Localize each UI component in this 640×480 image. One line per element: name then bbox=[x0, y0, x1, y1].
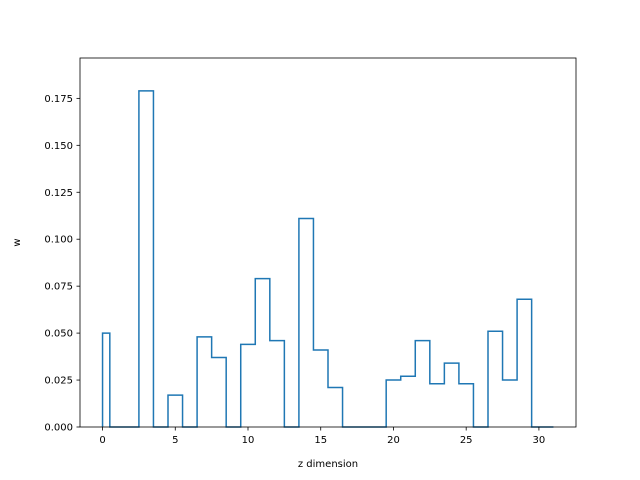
x-tick-label: 10 bbox=[242, 435, 255, 446]
y-tick-label: 0.100 bbox=[44, 235, 73, 246]
x-axis-label: z dimension bbox=[298, 459, 358, 470]
y-tick-label: 0.025 bbox=[44, 376, 73, 387]
y-tick-label: 0.075 bbox=[44, 282, 73, 293]
x-axis-ticks: 0 5 10 15 20 25 30 bbox=[99, 427, 545, 446]
x-tick-label: 30 bbox=[533, 435, 546, 446]
y-axis-ticks: 0.000 0.025 0.050 0.075 0.100 0.125 0.150 0.175 bbox=[44, 94, 80, 434]
plot-area bbox=[79, 57, 577, 428]
x-tick-label: 15 bbox=[314, 435, 327, 446]
x-tick-label: 25 bbox=[460, 435, 473, 446]
y-tick-label: 0.150 bbox=[44, 141, 73, 152]
x-tick-label: 20 bbox=[387, 435, 400, 446]
x-tick-label: 0 bbox=[99, 435, 105, 446]
data-step-line bbox=[101, 90, 554, 428]
y-tick-label: 0.000 bbox=[44, 423, 73, 434]
x-tick-label: 5 bbox=[172, 435, 178, 446]
y-tick-label: 0.175 bbox=[44, 94, 73, 105]
y-tick-label: 0.125 bbox=[44, 188, 73, 199]
y-tick-label: 0.050 bbox=[44, 329, 73, 340]
y-axis-label: w bbox=[12, 238, 23, 246]
axes-frame bbox=[79, 57, 577, 428]
